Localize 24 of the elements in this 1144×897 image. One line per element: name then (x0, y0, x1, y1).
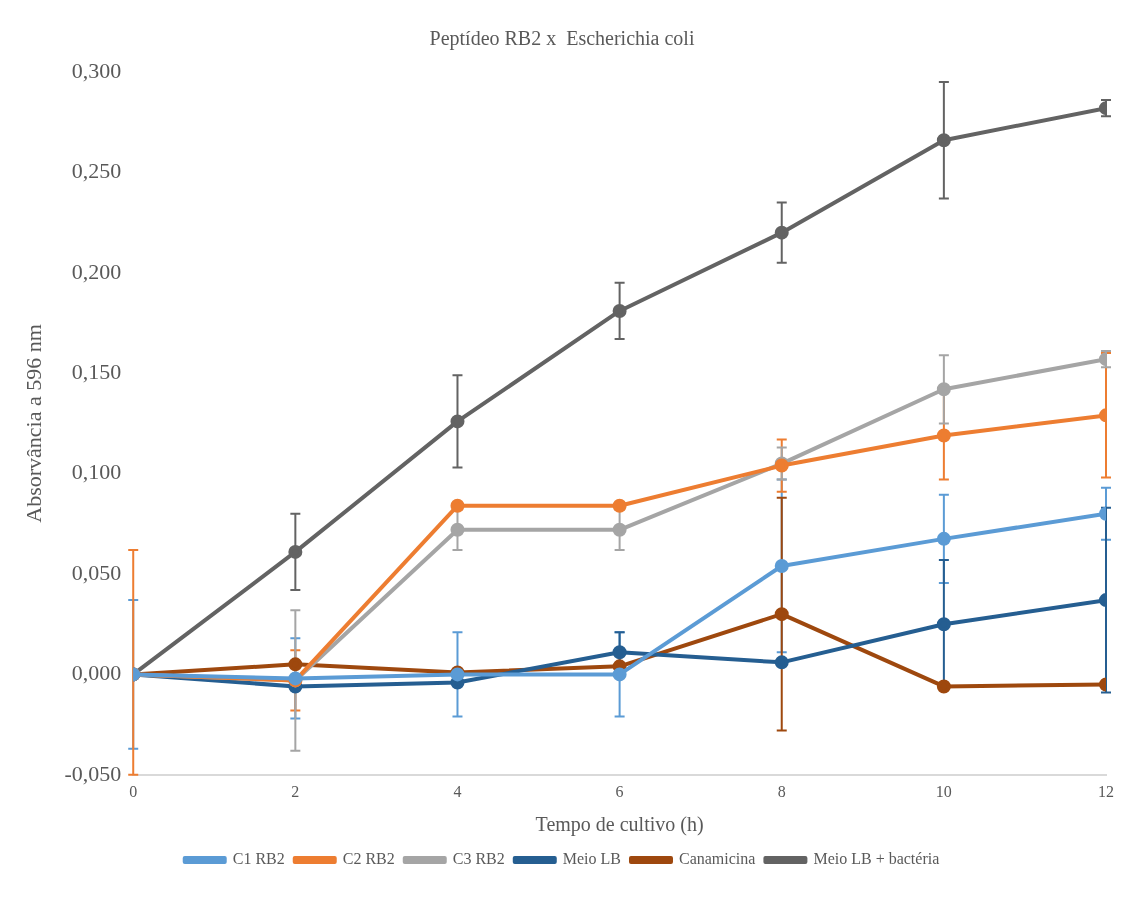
legend-label: Meio LB + bactéria (813, 850, 940, 868)
legend-label: C3 RB2 (452, 850, 505, 868)
y-tick-label: 0,300 (71, 57, 122, 83)
y-tick-label: 0,150 (71, 358, 122, 384)
y-tick-label: 0,000 (71, 660, 122, 686)
x-axis-title: Tempo de cultivo (h) (535, 813, 704, 837)
y-tick-label: -0,050 (64, 760, 122, 786)
legend-label: Canamicina (678, 850, 756, 868)
x-tick-label: 10 (935, 782, 952, 800)
y-axis-title: Absorvância a 596 nm (20, 324, 46, 523)
y-tick-label: 0,200 (71, 258, 122, 284)
y-tick-label: 0,050 (71, 559, 122, 585)
x-tick-label: 0 (129, 782, 138, 800)
x-tick-label: 8 (777, 782, 786, 800)
legend-label: C1 RB2 (232, 850, 285, 868)
x-tick-label: 12 (1098, 782, 1114, 800)
x-tick-label: 2 (291, 782, 300, 800)
x-tick-label: 6 (615, 782, 624, 800)
legend-label: C2 RB2 (342, 850, 395, 868)
x-tick-label: 4 (453, 782, 462, 800)
y-tick-label: 0,100 (71, 459, 122, 485)
chart-title: Peptídeo RB2 x Escherichia coli (429, 27, 695, 51)
y-tick-label: 0,250 (71, 158, 122, 184)
legend-label: Meio LB (562, 850, 621, 868)
